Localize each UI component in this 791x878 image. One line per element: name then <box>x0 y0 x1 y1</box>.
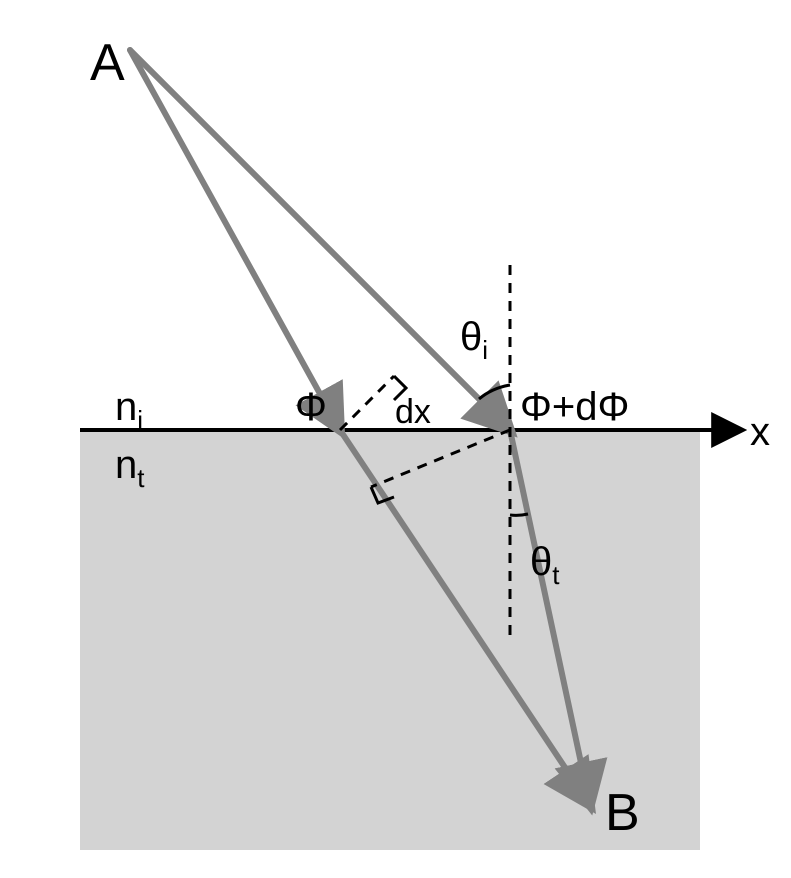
label-dx: dx <box>395 393 431 431</box>
perp-upper <box>340 376 394 430</box>
label-theta-i: θi <box>460 315 488 365</box>
label-A: A <box>90 34 125 92</box>
arc-theta-i <box>479 385 510 399</box>
label-phi: Φ <box>295 385 327 429</box>
ray-A-to-P1 <box>130 50 340 430</box>
ray-A-to-P2 <box>130 50 510 430</box>
label-n-i: ni <box>115 385 143 435</box>
label-x: x <box>750 410 770 454</box>
label-B: B <box>605 784 640 842</box>
refraction-diagram: ABxnintθiθtΦΦ+dΦdx <box>0 0 791 878</box>
label-phi-dphi: Φ+dΦ <box>520 385 629 429</box>
arc-theta-t <box>510 514 528 515</box>
